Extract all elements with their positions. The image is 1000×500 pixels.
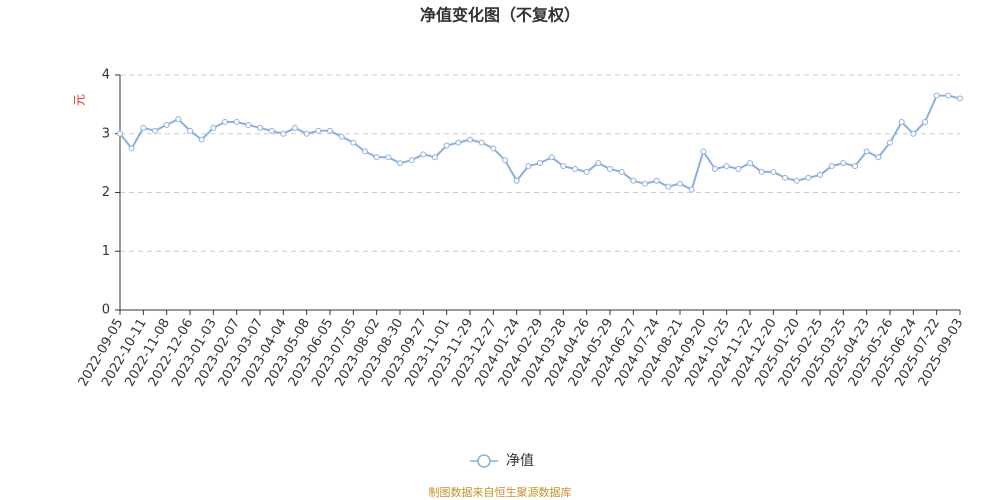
legend-label: 净值 — [506, 453, 534, 469]
data-point — [467, 136, 473, 143]
data-point — [758, 168, 765, 175]
data-point — [898, 119, 905, 125]
y-axis-label: 元 — [73, 94, 87, 106]
data-point — [642, 180, 648, 187]
data-point — [152, 127, 158, 134]
data-point — [198, 136, 205, 143]
data-point — [292, 124, 298, 131]
data-point — [327, 127, 333, 134]
y-tick-label: 2 — [102, 185, 110, 200]
y-tick-label: 4 — [102, 68, 110, 83]
data-point — [140, 124, 147, 131]
data-point — [723, 163, 730, 170]
data-point — [653, 177, 660, 184]
data-point — [315, 127, 322, 134]
data-point — [210, 124, 217, 131]
data-point — [525, 163, 532, 170]
data-point — [840, 160, 847, 167]
data-point — [910, 130, 917, 137]
data-line — [119, 94, 961, 192]
data-point — [420, 151, 427, 158]
data-point — [700, 148, 707, 155]
data-point — [665, 183, 672, 190]
data-point — [163, 121, 170, 128]
data-point — [805, 174, 812, 181]
data-point — [607, 166, 613, 172]
data-point — [268, 127, 275, 134]
data-point — [455, 139, 462, 146]
data-point — [945, 92, 952, 99]
data-point — [863, 148, 870, 155]
data-point — [922, 119, 928, 125]
data-point — [513, 177, 520, 184]
data-point — [688, 186, 695, 193]
y-tick-label: 3 — [102, 126, 110, 141]
data-point — [828, 163, 835, 170]
data-point — [502, 157, 508, 164]
data-point — [338, 133, 345, 140]
data-point — [303, 130, 310, 137]
data-point — [233, 119, 240, 125]
data-point — [583, 168, 590, 175]
data-point — [933, 92, 940, 99]
data-point — [793, 177, 800, 184]
data-point — [443, 142, 450, 149]
data-point — [618, 168, 625, 175]
data-point — [362, 148, 368, 155]
data-point — [735, 166, 742, 172]
data-point — [677, 180, 683, 187]
data-point — [175, 116, 182, 123]
data-point — [432, 154, 438, 161]
data-point — [280, 130, 287, 137]
data-point — [350, 139, 357, 146]
data-point — [957, 95, 963, 102]
data-point — [770, 168, 777, 175]
data-point — [128, 145, 135, 152]
chart-title: 净值变化图（不复权） — [420, 6, 580, 25]
data-point — [385, 154, 392, 161]
data-point — [257, 124, 263, 131]
data-point — [408, 157, 415, 164]
data-point — [747, 160, 753, 167]
data-point — [817, 171, 823, 178]
data-point — [560, 163, 567, 170]
y-tick-label: 1 — [102, 244, 110, 259]
data-point — [572, 166, 578, 172]
data-point — [117, 130, 123, 137]
data-point — [630, 177, 637, 184]
data-point — [712, 166, 718, 172]
data-point — [397, 160, 403, 167]
data-point — [887, 139, 893, 146]
data-point — [537, 160, 543, 167]
data-point — [875, 154, 882, 161]
data-point — [222, 119, 228, 125]
data-point — [782, 174, 788, 181]
data-point — [245, 121, 252, 128]
data-point — [373, 154, 380, 161]
y-tick-label: 0 — [102, 303, 110, 318]
data-point — [852, 163, 858, 170]
data-point — [187, 127, 193, 134]
legend-marker — [477, 454, 491, 468]
data-point — [490, 145, 497, 152]
data-point — [595, 160, 602, 167]
source-note: 制图数据来自恒生聚源数据库 — [429, 485, 572, 499]
data-point — [548, 154, 555, 161]
data-point — [478, 139, 485, 146]
